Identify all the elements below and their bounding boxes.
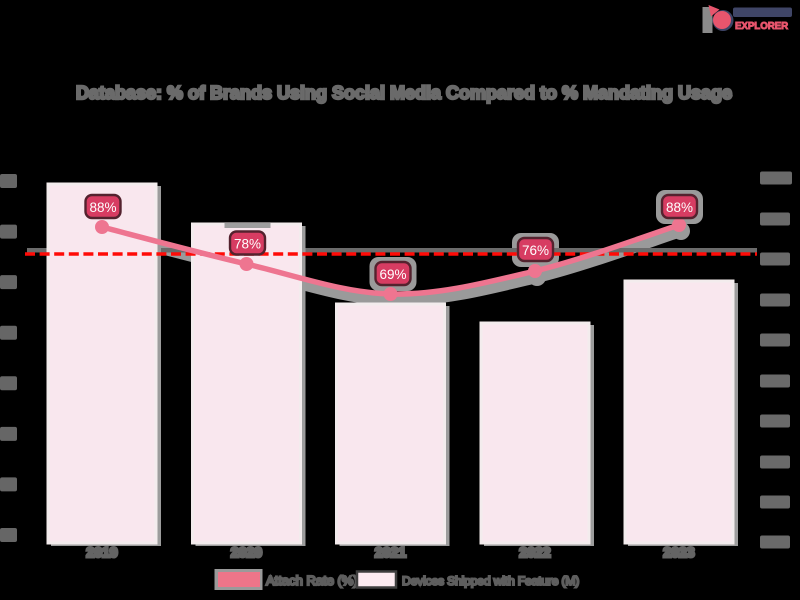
svg-text:76%: 76% [522,243,549,258]
svg-text:69%: 69% [379,267,406,282]
svg-text:Database: % of Brands Using So: Database: % of Brands Using Social Media… [76,83,732,103]
svg-text:88%: 88% [666,200,693,215]
svg-text:2019: 2019 [86,544,117,560]
svg-text:78%: 78% [234,237,261,252]
svg-text:Attach Rate (%): Attach Rate (%) [266,573,358,588]
svg-text:EXPLORER: EXPLORER [735,21,788,32]
svg-text:2020: 2020 [231,544,262,560]
svg-text:2023: 2023 [663,544,694,560]
svg-text:Devices Shipped with Feature (: Devices Shipped with Feature (M) [402,574,579,588]
svg-text:88%: 88% [89,200,116,215]
svg-text:2022: 2022 [519,544,550,560]
svg-text:2021: 2021 [375,544,406,560]
